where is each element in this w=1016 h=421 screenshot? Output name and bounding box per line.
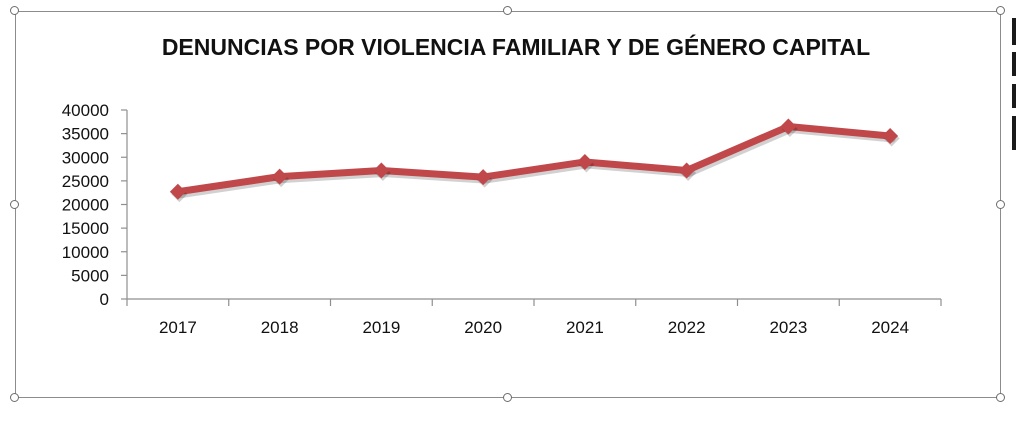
resize-handle-top-middle[interactable] xyxy=(503,6,512,15)
adjacent-content-edge xyxy=(1012,52,1016,76)
resize-handle-bottom-right[interactable] xyxy=(996,393,1005,402)
y-axis: 0 5000 10000 15000 20000 25000 30000 35000 40000 xyxy=(62,101,128,309)
x-axis: 2017 2018 2019 2020 2021 2022 2023 2024 xyxy=(126,298,942,337)
data-point-marker xyxy=(882,127,899,144)
data-point-marker xyxy=(271,168,288,185)
series-line xyxy=(174,123,894,196)
y-tick-label: 15000 xyxy=(62,219,109,238)
resize-handle-bottom-left[interactable] xyxy=(10,393,19,402)
data-point-marker xyxy=(780,118,797,135)
data-point-marker xyxy=(576,153,593,170)
resize-handle-top-right[interactable] xyxy=(996,6,1005,15)
x-tick-label: 2020 xyxy=(464,318,502,337)
x-tick-label: 2022 xyxy=(668,318,706,337)
data-point-marker xyxy=(678,162,695,179)
adjacent-content-edge xyxy=(1012,18,1016,45)
x-tick-label: 2017 xyxy=(159,318,197,337)
y-tick-label: 40000 xyxy=(62,101,109,120)
x-tick-label: 2021 xyxy=(566,318,604,337)
y-tick-label: 20000 xyxy=(62,196,109,215)
x-tick-label: 2023 xyxy=(769,318,807,337)
adjacent-content-edge xyxy=(1012,84,1016,108)
resize-handle-bottom-middle[interactable] xyxy=(503,393,512,402)
data-point-marker xyxy=(169,183,186,200)
series-line-group xyxy=(169,118,900,203)
y-tick-label: 25000 xyxy=(62,172,109,191)
adjacent-content-edge xyxy=(1012,116,1016,150)
x-tick-label: 2018 xyxy=(261,318,299,337)
series-line-shadow xyxy=(176,126,896,199)
resize-handle-middle-right[interactable] xyxy=(996,200,1005,209)
y-tick-label: 10000 xyxy=(62,243,109,262)
chart-title: DENUNCIAS POR VIOLENCIA FAMILIAR Y DE GÉ… xyxy=(162,33,870,60)
y-tick-label: 5000 xyxy=(71,266,109,285)
x-tick-label: 2019 xyxy=(362,318,400,337)
data-point-marker xyxy=(475,169,492,186)
y-tick-label: 30000 xyxy=(62,148,109,167)
x-tick-label: 2024 xyxy=(871,318,909,337)
y-tick-label: 35000 xyxy=(62,125,109,144)
resize-handle-middle-left[interactable] xyxy=(10,200,19,209)
y-tick-label: 0 xyxy=(100,290,109,309)
resize-handle-top-left[interactable] xyxy=(10,6,19,15)
data-point-marker xyxy=(373,162,390,179)
